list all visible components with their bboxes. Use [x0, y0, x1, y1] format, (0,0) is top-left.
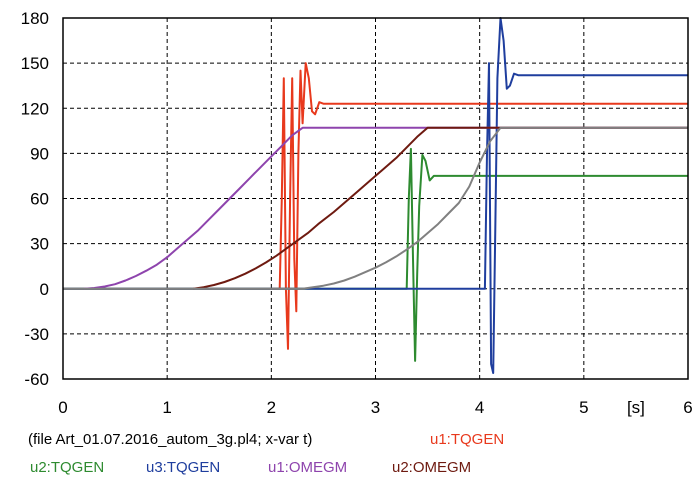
plot-frame [62, 17, 689, 380]
x-tick-label: 1 [162, 398, 171, 417]
y-tick-label: 180 [21, 9, 49, 28]
x-tick-label: 0 [58, 398, 67, 417]
legend-entry-u3-tqgen: u3:TQGEN [146, 459, 220, 476]
y-tick-label: -60 [24, 370, 49, 389]
legend: u1:TQGEN u2:TQGEN u3:TQGEN u1:OMEGM u2:OMEGM [30, 431, 504, 476]
series-lines [63, 17, 688, 374]
x-tick-label: 4 [475, 398, 484, 417]
y-tick-label: 60 [30, 190, 49, 209]
y-tick-label: 30 [30, 235, 49, 254]
x-tick-labels: 0 1 2 3 4 5 6 [58, 398, 692, 417]
y-tick-label: -30 [24, 325, 49, 344]
legend-entry-u1-omegm: u1:OMEGM [268, 459, 347, 476]
y-tick-label: 150 [21, 54, 49, 73]
x-unit-label: [s] [627, 398, 645, 417]
series-line-u3-tqgen [63, 17, 688, 374]
legend-entry-u2-tqgen: u2:TQGEN [30, 459, 104, 476]
y-tick-label: 0 [40, 280, 49, 299]
legend-entry-u2-omegm: u2:OMEGM [392, 459, 471, 476]
grid [63, 18, 688, 379]
y-tick-labels: -60 -30 0 30 60 90 120 150 180 [21, 9, 49, 389]
series-line-u2-omegm [193, 126, 688, 290]
y-tick-label: 90 [30, 144, 49, 163]
x-tick-label: 6 [683, 398, 692, 417]
series-line-u1-omegm [83, 126, 688, 290]
legend-entry-u1-tqgen: u1:TQGEN [430, 431, 504, 448]
series-line-u1-tqgen [63, 62, 688, 350]
file-label: (file Art_01.07.2016_autom_3g.pl4; x-var… [28, 431, 312, 448]
x-tick-label: 5 [579, 398, 588, 417]
series-line-u2-tqgen [63, 147, 688, 362]
x-tick-label: 2 [267, 398, 276, 417]
y-tick-label: 120 [21, 99, 49, 118]
x-tick-label: 3 [371, 398, 380, 417]
series-line-u2-omegm [63, 126, 688, 290]
